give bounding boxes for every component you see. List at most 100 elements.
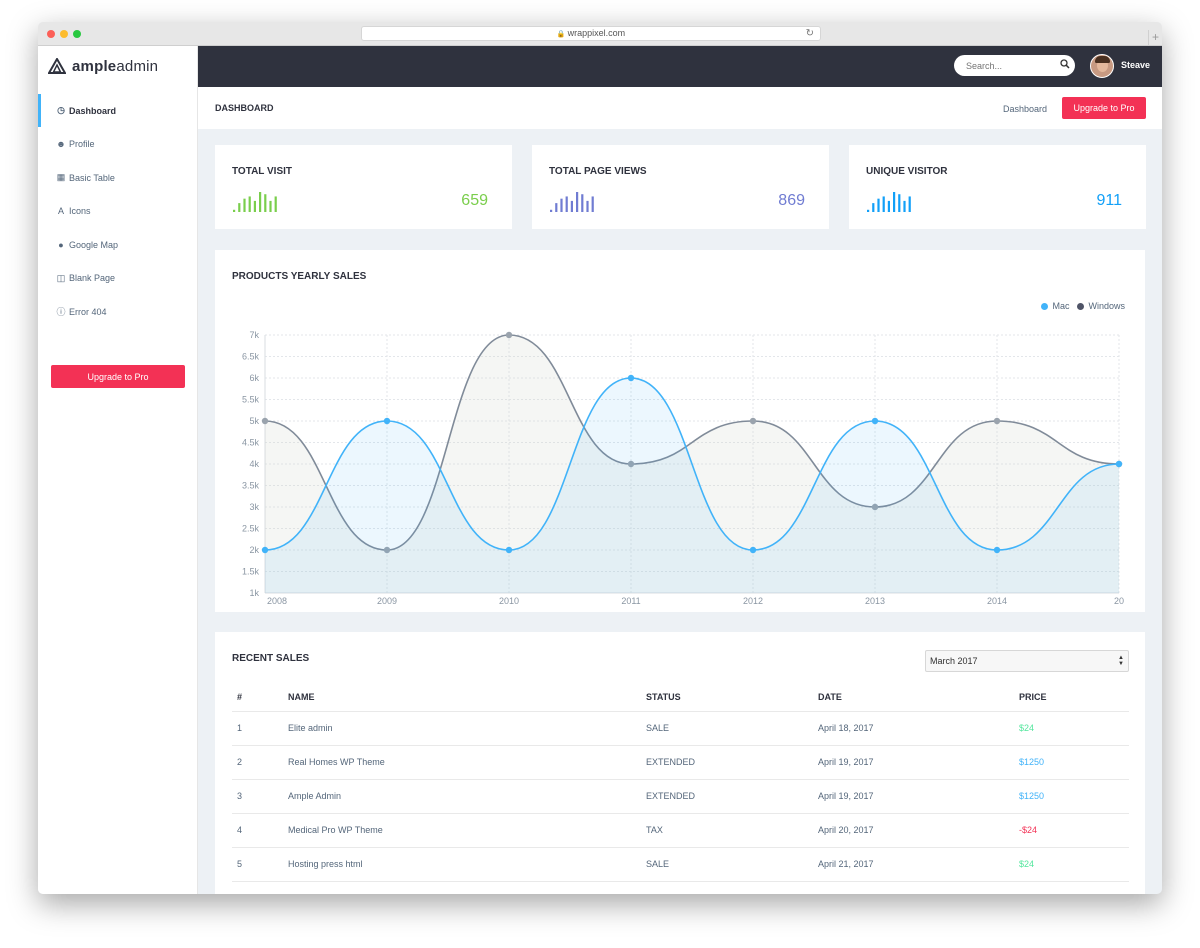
- maximize-window-button[interactable]: [73, 30, 81, 38]
- sidebar-item-profile[interactable]: ☻ Profile: [38, 128, 197, 162]
- brand-name: ampleadmin: [72, 57, 159, 75]
- legend-item-mac: Mac: [1041, 301, 1069, 311]
- y-tick-label: 1.5k: [242, 567, 260, 577]
- search-input[interactable]: [954, 55, 1075, 76]
- data-point-windows: [505, 331, 513, 339]
- page-title-bar: DASHBOARD Dashboard Upgrade to Pro: [198, 87, 1162, 129]
- sidebar-item-label: Profile: [69, 139, 95, 150]
- sparkline-bar: [238, 203, 241, 212]
- stat-card-total-visit: TOTAL VISIT 659: [215, 145, 512, 229]
- minimize-window-button[interactable]: [60, 30, 68, 38]
- cell-date: April 21, 2017: [813, 847, 1014, 882]
- y-tick-label: 2k: [249, 545, 259, 555]
- sidebar-item-icons[interactable]: A Icons: [38, 195, 197, 229]
- series-line-mac: [264, 377, 1120, 551]
- address-bar[interactable]: 🔒 wrappixel.com ↻: [361, 26, 821, 41]
- sidebar-item-label: Blank Page: [69, 273, 116, 284]
- breadcrumb[interactable]: Dashboard: [1003, 104, 1048, 114]
- table-icon: ▦: [56, 172, 66, 183]
- data-point-mac: [749, 546, 757, 554]
- sparkline: [867, 192, 911, 212]
- data-point-mac: [871, 417, 879, 425]
- user-name[interactable]: Steave: [1121, 60, 1151, 70]
- sparkline-bar: [882, 196, 885, 212]
- stat-value: 911: [1096, 192, 1122, 209]
- x-tick-label: 2010: [499, 596, 519, 606]
- avatar[interactable]: [1090, 54, 1114, 78]
- cell-date: April 18, 2017: [813, 711, 1014, 746]
- sidebar-upgrade-button[interactable]: Upgrade to Pro: [51, 365, 185, 388]
- cell-price: $1250: [1014, 779, 1129, 814]
- cell-date: April 19, 2017: [813, 745, 1014, 780]
- sparkline-bar: [264, 194, 267, 212]
- sparkline-bar: [269, 200, 272, 212]
- data-point-mac: [383, 417, 391, 425]
- sparkline: [233, 192, 277, 212]
- table-header-row: # NAME STATUS DATE PRICE: [232, 683, 1129, 712]
- sparkline-bar: [586, 200, 589, 212]
- new-tab-icon[interactable]: +: [1148, 30, 1162, 46]
- sparkline-bar: [877, 198, 880, 212]
- cell-num: 2: [232, 745, 283, 780]
- logo[interactable]: ampleadmin: [38, 46, 197, 86]
- data-point-mac: [505, 546, 513, 554]
- data-point-mac: [627, 374, 635, 382]
- stat-title: TOTAL PAGE VIEWS: [549, 166, 647, 177]
- sidebar-item-blank-page[interactable]: ◫ Blank Page: [38, 262, 197, 296]
- y-tick-label: 6.5k: [242, 352, 260, 362]
- sparkline-bar: [581, 194, 584, 212]
- series-line-windows: [264, 334, 1120, 551]
- stat-value: 659: [461, 192, 488, 209]
- col-header-date: DATE: [813, 683, 1014, 712]
- cell-status: EXTENDED: [641, 779, 813, 814]
- cell-num: 5: [232, 847, 283, 882]
- info-circle-icon: ⓘ: [56, 307, 66, 318]
- sparkline-bar: [570, 200, 573, 212]
- sparkline-bar: [259, 192, 262, 212]
- recent-sales-card: RECENT SALES March 2017 ▲ ▼ # NAME STATUS…: [215, 632, 1145, 894]
- chart-title: PRODUCTS YEARLY SALES: [232, 271, 367, 282]
- col-header-name: NAME: [283, 683, 641, 712]
- upgrade-button[interactable]: Upgrade to Pro: [1062, 97, 1146, 119]
- columns-icon: ◫: [56, 272, 66, 283]
- sparkline-bar: [243, 198, 246, 212]
- sidebar-item-basic-table[interactable]: ▦ Basic Table: [38, 161, 197, 195]
- x-tick-label: 2008: [267, 596, 287, 606]
- data-point-mac: [993, 546, 1001, 554]
- close-window-button[interactable]: [47, 30, 55, 38]
- sidebar-item-google-map[interactable]: ● Google Map: [38, 228, 197, 262]
- sparkline-bar: [898, 194, 901, 212]
- font-icon: A: [57, 206, 64, 217]
- sparkline-bar: [893, 192, 896, 212]
- sidebar-item-error-404[interactable]: ⓘ Error 404: [38, 295, 197, 329]
- series-area-mac: [265, 378, 1119, 593]
- x-tick-label: 2009: [377, 596, 397, 606]
- sparkline-bar: [274, 196, 277, 212]
- cell-status: TAX: [641, 813, 813, 848]
- sparkline-bar: [903, 200, 906, 212]
- sales-table: # NAME STATUS DATE PRICE 1 Elite admin SAL…: [232, 683, 1129, 882]
- cell-price: $1250: [1014, 745, 1129, 780]
- sidebar-item-dashboard[interactable]: ◷ Dashboard: [38, 94, 197, 128]
- cell-price: $24: [1014, 847, 1129, 882]
- cell-date: April 20, 2017: [813, 813, 1014, 848]
- sparkline-bar: [591, 196, 594, 212]
- reload-icon[interactable]: ↻: [805, 28, 814, 39]
- month-select[interactable]: March 2017 ▲ ▼: [925, 650, 1129, 672]
- yearly-sales-chart-card: 1k 1.5k 2k 2.5k 3k 3.5k 4k 4.5k 5k 5.5k 6k 6.5k 7k 20…: [215, 250, 1145, 612]
- data-point-windows: [993, 417, 1001, 425]
- search-icon[interactable]: [1060, 59, 1070, 69]
- table-row: 5 Hosting press html SALE April 21, 2017 $24: [232, 847, 1129, 882]
- y-tick-label: 2.5k: [242, 524, 260, 534]
- sparkline-bar: [887, 200, 890, 212]
- sparkline-bar: [565, 196, 568, 212]
- sales-title: RECENT SALES: [232, 653, 310, 664]
- select-arrows-icon: ▲ ▼: [1118, 655, 1124, 667]
- sparkline-bar: [253, 200, 256, 212]
- x-tick-label: 2013: [865, 596, 885, 606]
- lock-icon: 🔒: [556, 31, 566, 38]
- stat-card-page-views: TOTAL PAGE VIEWS 869: [532, 145, 829, 229]
- sparkline-bar: [555, 203, 558, 212]
- sidebar: ampleadmin ◷ Dashboard ☻ Profile ▦ Basic Tabl…: [38, 46, 198, 894]
- data-point-windows: [749, 417, 757, 425]
